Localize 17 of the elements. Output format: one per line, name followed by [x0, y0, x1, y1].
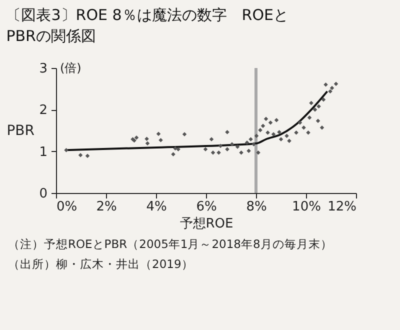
x-tick-label: 10% — [292, 200, 321, 214]
annotation: (倍) — [60, 61, 82, 75]
text: （出所）柳・広木・井出（2019） — [8, 257, 194, 271]
y-tick-label: 1 — [39, 144, 48, 160]
x-tick-label: 6% — [196, 200, 217, 214]
y-tick-label: 2 — [39, 103, 48, 118]
x-tick-label: 2% — [96, 200, 117, 214]
y-tick-label: 3 — [39, 62, 48, 76]
y-tick-label: 0 — [39, 186, 48, 202]
x-tick-label: 12% — [328, 200, 356, 214]
x-axis-title: 予想ROE — [180, 216, 234, 232]
chart-title: 〔図表3〕ROE 8％は魔法の数字 ROEと PBRの関係図 — [6, 6, 289, 45]
x-tick-label: 4% — [146, 200, 167, 214]
x-tick-label: 0% — [56, 200, 78, 214]
y-axis-title: PBR — [6, 123, 35, 139]
x-tick-label: 8% — [246, 200, 267, 214]
text: （注）予想ROEとPBR（2005年1月～2018年8月の毎月末） — [8, 237, 332, 251]
